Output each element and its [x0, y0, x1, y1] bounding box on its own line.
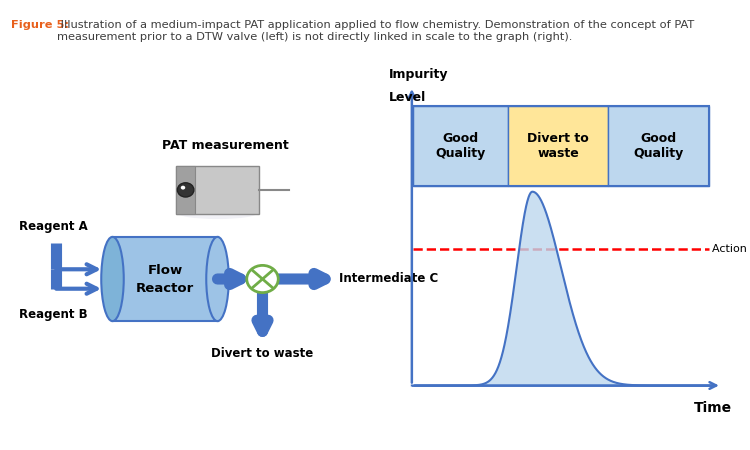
Ellipse shape — [206, 237, 229, 321]
Text: Illustration of a medium-impact PAT application applied to flow chemistry. Demon: Illustration of a medium-impact PAT appl… — [57, 20, 695, 42]
Text: Time: Time — [694, 401, 732, 415]
Ellipse shape — [101, 237, 124, 321]
Text: Good
Quality: Good Quality — [634, 132, 684, 160]
Text: PAT measurement: PAT measurement — [162, 140, 288, 153]
Bar — [176, 166, 195, 214]
Bar — [608, 106, 709, 186]
Text: Flow
Reactor: Flow Reactor — [136, 264, 194, 294]
Text: Reagent B: Reagent B — [19, 308, 87, 321]
Bar — [413, 106, 709, 186]
Text: Level: Level — [389, 91, 426, 104]
Bar — [112, 237, 218, 321]
Circle shape — [247, 266, 278, 292]
Bar — [413, 106, 508, 186]
FancyBboxPatch shape — [176, 166, 259, 214]
Circle shape — [177, 183, 194, 197]
Text: Action limit: Action limit — [712, 244, 750, 254]
Text: Divert to waste: Divert to waste — [211, 347, 314, 360]
Ellipse shape — [176, 206, 259, 219]
Text: Reagent A: Reagent A — [19, 220, 88, 234]
Circle shape — [181, 186, 185, 189]
Text: Good
Quality: Good Quality — [436, 132, 486, 160]
Bar — [508, 106, 608, 186]
Text: Figure 5:: Figure 5: — [11, 20, 69, 30]
Text: Impurity: Impurity — [389, 68, 448, 81]
Text: Divert to
waste: Divert to waste — [527, 132, 589, 160]
Text: Intermediate C: Intermediate C — [339, 273, 439, 285]
